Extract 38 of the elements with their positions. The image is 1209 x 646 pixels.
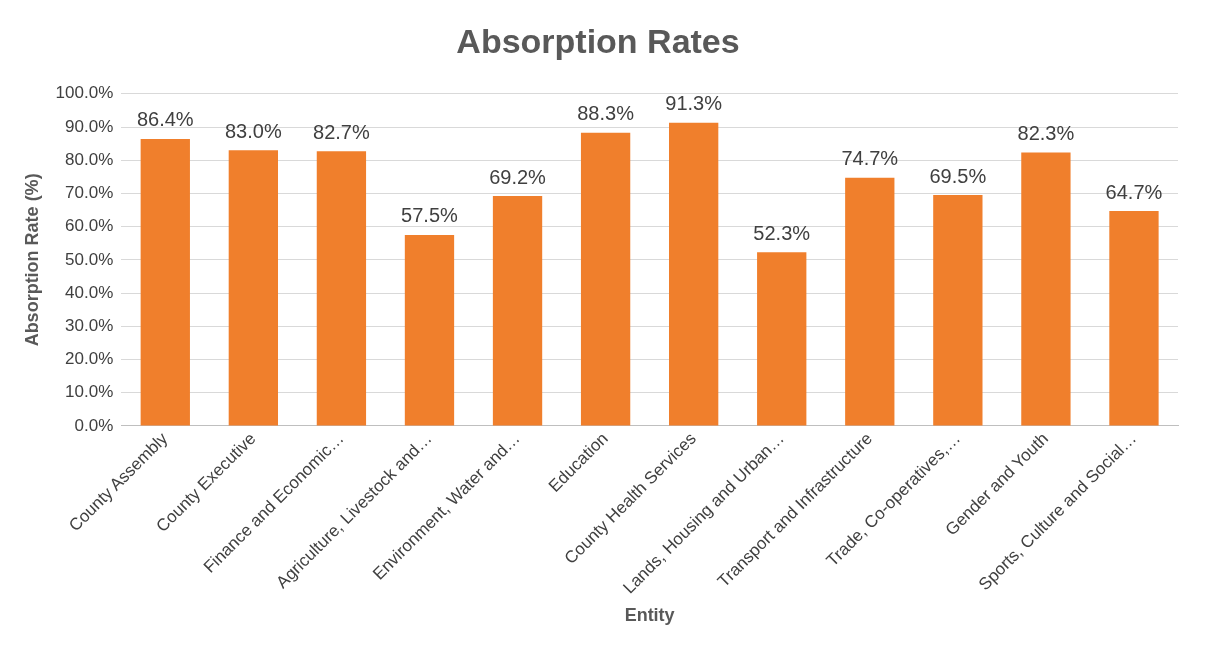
bar [845,177,895,426]
y-tick-label: 10.0% [65,382,114,402]
data-label: 57.5% [401,204,459,227]
y-axis-title: Absorption Rate (%) [21,173,42,347]
y-tick-label: 50.0% [65,249,114,269]
bar [933,195,983,426]
data-label: 52.3% [753,221,811,244]
y-tick-label: 30.0% [65,315,114,335]
data-label: 91.3% [665,92,723,115]
y-tick-label: 80.0% [65,149,114,169]
data-label: 69.5% [929,164,987,187]
data-label: 74.7% [841,147,899,170]
data-label: 88.3% [577,102,635,125]
bar [404,234,455,426]
y-tick-label: 100.0% [55,83,114,103]
bar [140,138,190,426]
y-tick-label: 60.0% [65,216,114,236]
y-tick-label: 70.0% [65,183,114,203]
data-label: 83.0% [224,119,282,142]
y-tick-label: 40.0% [65,282,114,302]
bar [228,150,279,426]
bar [757,252,807,426]
bar [669,122,719,426]
y-tick-label: 90.0% [65,116,114,136]
bar [1021,152,1071,426]
y-tick-label: 20.0% [65,349,114,369]
bar [580,132,631,426]
bar [316,151,367,426]
chart-title: Absorption Rates [456,21,740,60]
data-label: 64.7% [1105,180,1163,203]
x-axis-title: Entity [624,605,675,626]
bar [492,196,543,426]
y-tick-label: 0.0% [74,415,114,435]
bar [1109,211,1159,426]
data-label: 82.3% [1017,122,1075,145]
data-label: 82.7% [313,120,370,143]
data-label: 86.4% [136,108,194,131]
data-label: 69.2% [489,165,547,188]
